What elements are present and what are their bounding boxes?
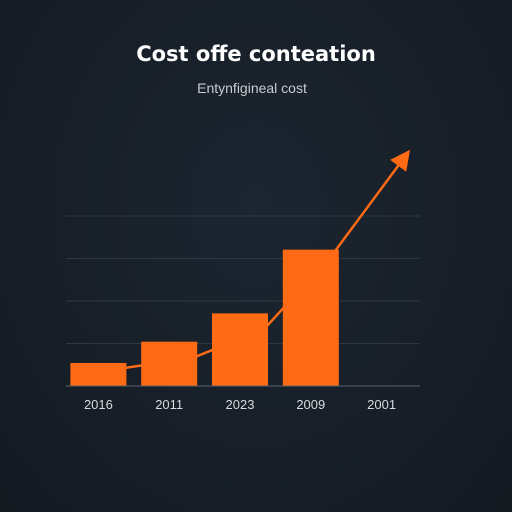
trend-line [120, 149, 411, 374]
bar-2023 [212, 313, 268, 386]
x-tick-label: 2011 [155, 397, 183, 412]
chart-subtitle: Entynfigineal cost [197, 80, 307, 96]
bar-2016 [70, 362, 127, 386]
x-tick-label: 2009 [296, 397, 325, 412]
chart-title: Cost offe conteation [136, 42, 376, 66]
bar-2009 [282, 249, 339, 386]
x-tick-label: 2023 [226, 397, 255, 412]
x-tick-label: 2016 [84, 397, 113, 412]
x-tick-label: 2001 [367, 397, 396, 412]
